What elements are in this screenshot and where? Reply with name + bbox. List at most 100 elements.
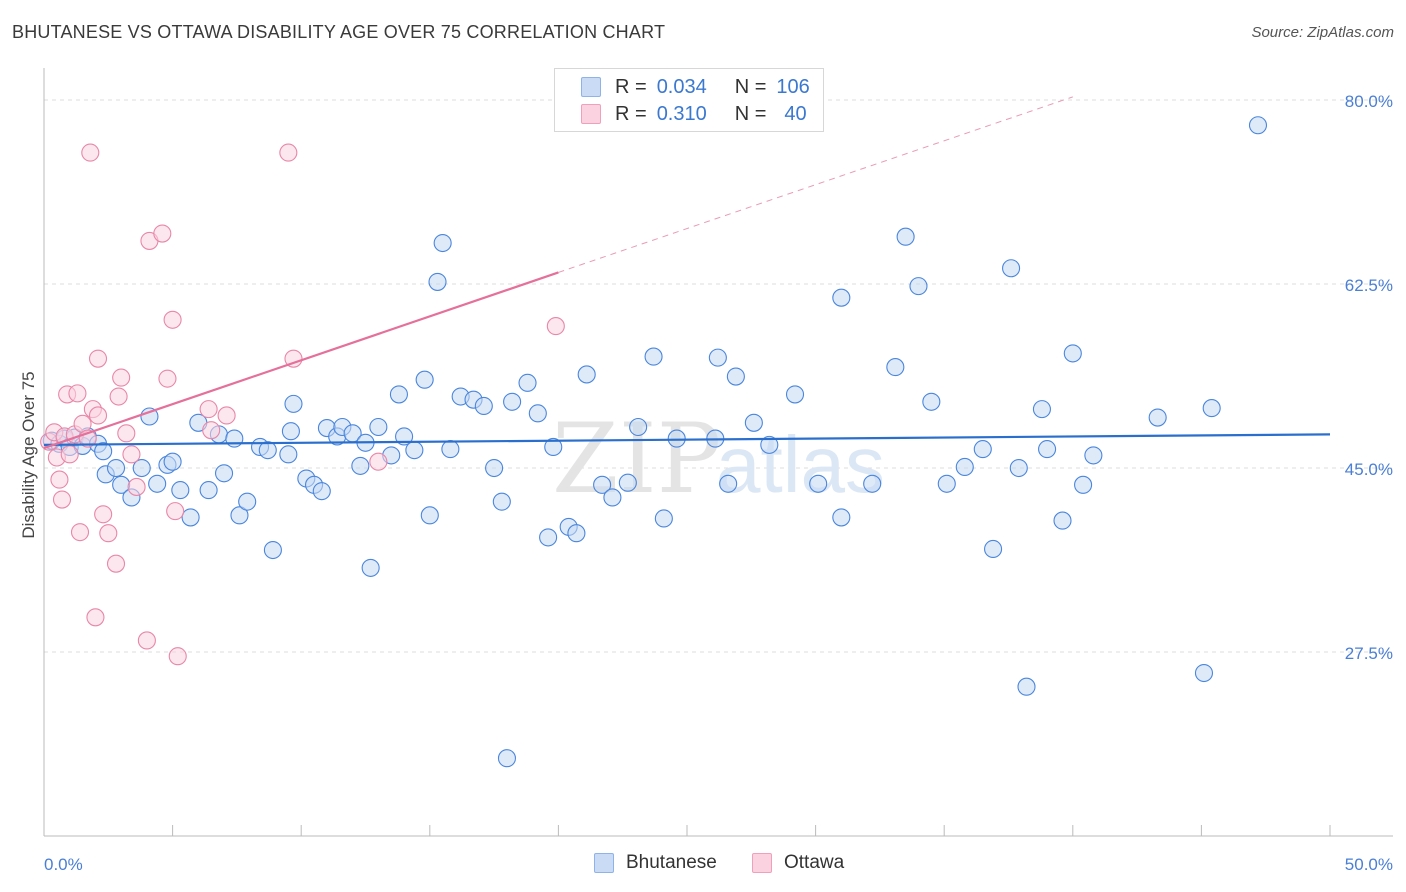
x-tick-label-min: 0.0%: [44, 855, 83, 874]
bhutanese-point: [420, 506, 439, 525]
bhutanese-point: [106, 458, 126, 478]
bhutanese-point: [744, 413, 763, 432]
legend-n-value: 40: [784, 102, 807, 125]
y-axis-label: Disability Age Over 75: [19, 371, 38, 538]
ottawa-point: [217, 406, 236, 425]
bhutanese-point: [1084, 446, 1103, 465]
legend-swatch-bhutanese: [581, 77, 601, 97]
bhutanese-point: [654, 509, 673, 528]
legend-item-bhutanese: Bhutanese: [594, 852, 717, 874]
bhutanese-point: [171, 481, 190, 500]
bhutanese-point: [1017, 677, 1036, 696]
ottawa-point: [81, 143, 100, 162]
bhutanese-point: [973, 440, 992, 459]
legend-item-ottawa: Ottawa: [752, 852, 844, 874]
ottawa-point: [122, 445, 141, 464]
y-tick-label: 45.0%: [1345, 460, 1393, 479]
ottawa-point: [88, 349, 108, 368]
bhutanese-point: [503, 392, 522, 411]
bhutanese-point: [474, 396, 493, 416]
ottawa-point: [127, 477, 146, 496]
ottawa-point: [117, 424, 136, 443]
ottawa-point: [88, 406, 108, 425]
ottawa-point: [86, 608, 105, 627]
bhutanese-point: [497, 749, 517, 768]
bhutanese-point: [544, 437, 563, 457]
bhutanese-point: [230, 506, 249, 525]
bhutanese-point: [708, 348, 727, 367]
bhutanese-point: [369, 417, 388, 437]
legend-swatch-ottawa: [752, 853, 772, 873]
bhutanese-point: [909, 277, 928, 296]
legend-r-value: 0.034: [656, 75, 707, 98]
axes: [43, 68, 1393, 837]
x-tick-marks: [43, 825, 1331, 836]
legend-n-label: N =: [734, 102, 767, 125]
bhutanese-point: [1002, 259, 1021, 278]
ottawa-point: [106, 554, 126, 573]
bhutanese-point: [1009, 458, 1028, 478]
y-tick-label: 80.0%: [1345, 92, 1393, 111]
bhutanese-point: [395, 427, 414, 446]
bhutanese-point: [94, 442, 113, 461]
bhutanese-point: [148, 474, 167, 493]
ottawa-point: [163, 310, 182, 329]
watermark-atlas: atlas: [716, 420, 885, 509]
bhutanese-point: [726, 367, 745, 386]
bhutanese-point: [238, 492, 257, 511]
bhutanese-point: [603, 488, 622, 507]
bhutanese-point: [389, 385, 408, 404]
bhutanese-point: [279, 445, 298, 464]
trend-line-ottawa-extension: [558, 96, 1073, 273]
bhutanese-point: [441, 440, 460, 459]
grid-lines: [44, 99, 1393, 653]
bhutanese-point: [132, 458, 151, 478]
bhutanese-point: [415, 370, 434, 389]
y-tick-labels: 27.5% 45.0% 62.5% 80.0%: [1345, 92, 1393, 663]
bhutanese-point: [1074, 475, 1093, 494]
legend-label-bhutanese: Bhutanese: [626, 852, 717, 873]
bhutanese-point: [263, 540, 282, 560]
bhutanese-point: [433, 233, 452, 253]
trend-line-ottawa: [43, 271, 559, 450]
bhutanese-point: [1063, 344, 1082, 363]
bhutanese-point: [518, 373, 537, 392]
ottawa-point: [70, 523, 90, 542]
ottawa-point: [112, 368, 131, 387]
bhutanese-point: [351, 456, 370, 475]
ottawa-point: [168, 647, 187, 666]
bhutanese-point: [405, 441, 424, 460]
legend-n-value: 106: [776, 75, 810, 98]
bhutanese-point: [281, 422, 300, 441]
bhutanese-point: [199, 481, 218, 500]
bhutanese-point: [618, 473, 637, 492]
bhutanese-point: [1053, 511, 1072, 530]
bhutanese-point: [785, 385, 805, 404]
legend-label-ottawa: Ottawa: [784, 852, 845, 873]
legend-row-bhutanese: R = 0.034 N = 106: [581, 75, 810, 99]
bhutanese-point: [181, 508, 200, 527]
bhutanese-point: [832, 288, 851, 307]
bhutanese-point: [809, 474, 828, 493]
x-tick-label-max: 50.0%: [1345, 855, 1393, 874]
bhutanese-point: [492, 492, 511, 511]
bhutanese-point: [1202, 399, 1221, 418]
ottawa-point: [284, 349, 303, 368]
y-tick-label: 62.5%: [1345, 276, 1393, 295]
ottawa-point: [166, 502, 185, 521]
bhutanese-point: [567, 524, 586, 543]
ottawa-point: [279, 143, 298, 162]
bhutanese-point: [863, 474, 882, 493]
bhutanese-point: [225, 429, 244, 448]
bhutanese-point: [760, 435, 779, 454]
bhutanese-point: [284, 394, 303, 413]
bhutanese-point: [428, 272, 447, 291]
bhutanese-point: [886, 358, 905, 377]
ottawa-point: [158, 369, 177, 388]
trend-line-bhutanese: [43, 433, 1331, 446]
ottawa-point: [199, 400, 218, 419]
watermark: ZIP atlas: [552, 403, 885, 515]
bhutanese-point: [1148, 408, 1167, 427]
legend-swatch-ottawa: [581, 104, 601, 124]
correlation-legend: R = 0.034 N = 106 R = 0.310 N = 40: [554, 68, 824, 132]
